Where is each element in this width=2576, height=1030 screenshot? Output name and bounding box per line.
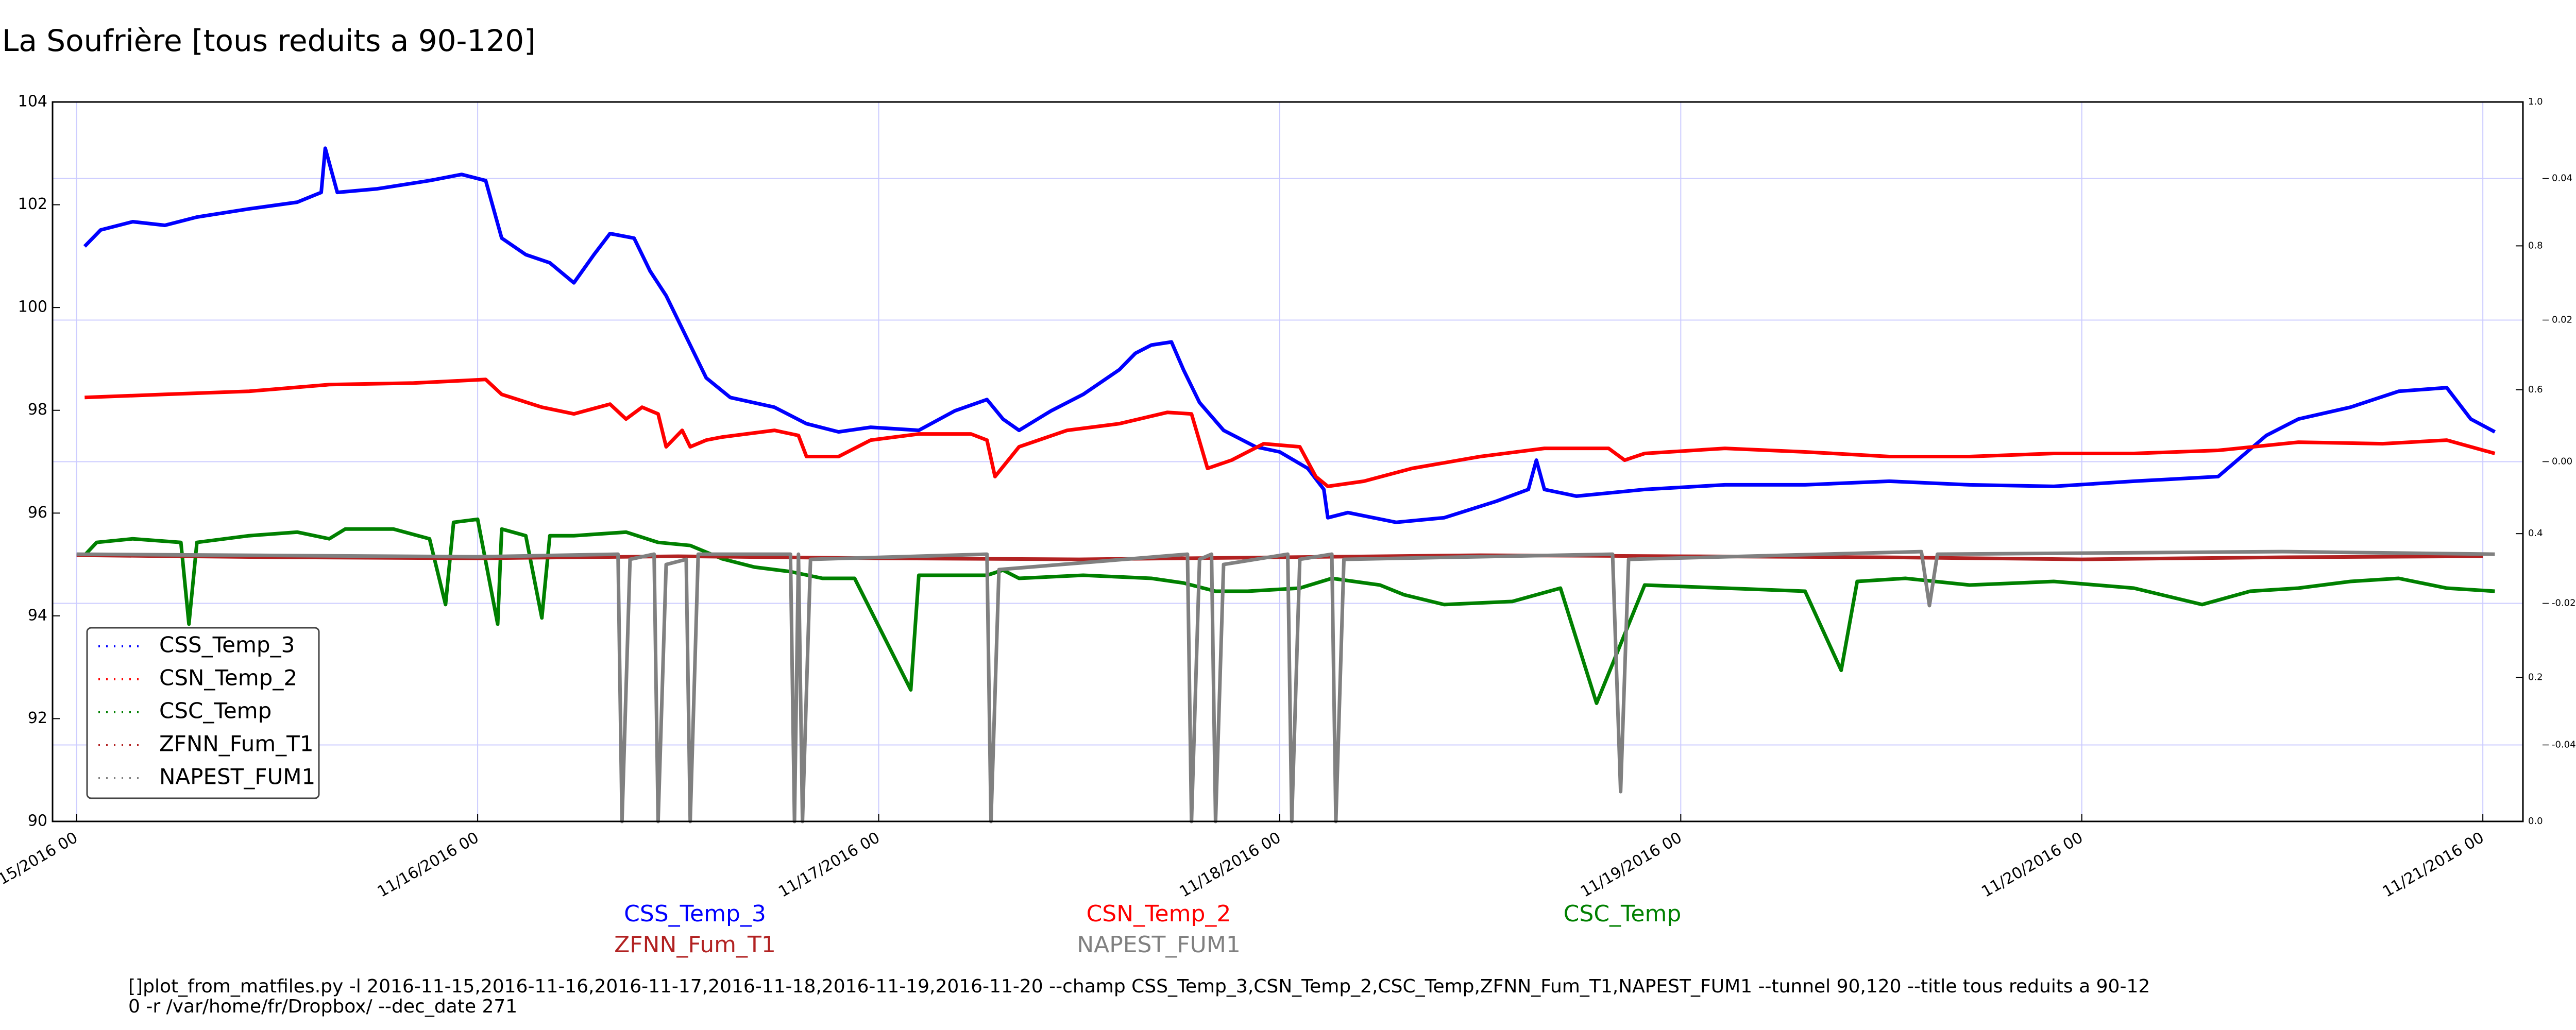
series-line	[83, 146, 2496, 524]
x-tick-label: 11/16/2016 00	[375, 829, 482, 901]
y-tick-label: 96	[28, 504, 47, 522]
y2-tick-label: 0.6	[2528, 384, 2543, 395]
series-caption: CSN_Temp_2	[1087, 901, 1231, 927]
chart-title: La Soufrière [tous reduits a 90-120]	[2, 23, 536, 58]
y2-tick-label: 1.0	[2528, 96, 2543, 107]
plot-frame	[52, 101, 2524, 822]
legend-label: ZFNN_Fum_T1	[159, 731, 314, 757]
y3-tick-label: -0.04	[2552, 740, 2576, 750]
y-tick-label: 94	[28, 606, 47, 624]
series-caption: CSC_Temp	[1564, 901, 1682, 927]
y-tick-label: 90	[28, 812, 47, 830]
series-caption: CSS_Temp_3	[624, 901, 766, 927]
legend-label: CSN_Temp_2	[159, 665, 297, 691]
y2-tick-label: 0.0	[2528, 816, 2543, 827]
y-tick-label: 102	[18, 195, 47, 213]
legend-label: CSS_Temp_3	[159, 632, 295, 658]
series-caption: NAPEST_FUM1	[1077, 932, 1241, 958]
command-line: []plot_from_matfiles.py -l 2016-11-15,20…	[128, 976, 2150, 997]
y-tick-label: 100	[18, 298, 47, 316]
y3-tick-label: 0.02	[2552, 315, 2572, 325]
command-line: 0 -r /var/home/fr/Dropbox/ --dec_date 27…	[128, 996, 517, 1017]
x-tick-label: 11/18/2016 00	[1177, 829, 1284, 901]
y2-tick-label: 0.4	[2528, 528, 2543, 539]
y3-tick-label: 0.04	[2552, 173, 2572, 184]
series-line	[76, 550, 2495, 823]
series-caption: ZFNN_Fum_T1	[614, 932, 776, 958]
y2-tick-label: 0.2	[2528, 672, 2543, 683]
y-tick-label: 104	[18, 93, 47, 111]
y2-tick-label: 0.8	[2528, 240, 2543, 251]
y3-tick-label: -0.02	[2552, 598, 2576, 609]
legend-label: NAPEST_FUM1	[159, 764, 315, 789]
x-tick-label: 11/20/2016 00	[1978, 829, 2086, 901]
legend-label: CSC_Temp	[159, 698, 272, 724]
x-tick-label: 11/15/2016 00	[0, 829, 81, 901]
legend-box	[86, 627, 320, 799]
y-tick-label: 98	[28, 401, 47, 419]
y-tick-label: 92	[28, 709, 47, 727]
legend: CSS_Temp_3 CSN_Temp_2 CSC_Temp ZFNN_Fum_T1 N…	[86, 627, 320, 799]
series-line	[84, 377, 2496, 488]
x-tick-label: 11/17/2016 00	[775, 829, 883, 901]
x-tick-label: 11/19/2016 00	[1578, 829, 1685, 901]
y3-tick-label: 0.00	[2552, 456, 2572, 467]
x-tick-label: 11/21/2016 00	[2380, 829, 2487, 901]
